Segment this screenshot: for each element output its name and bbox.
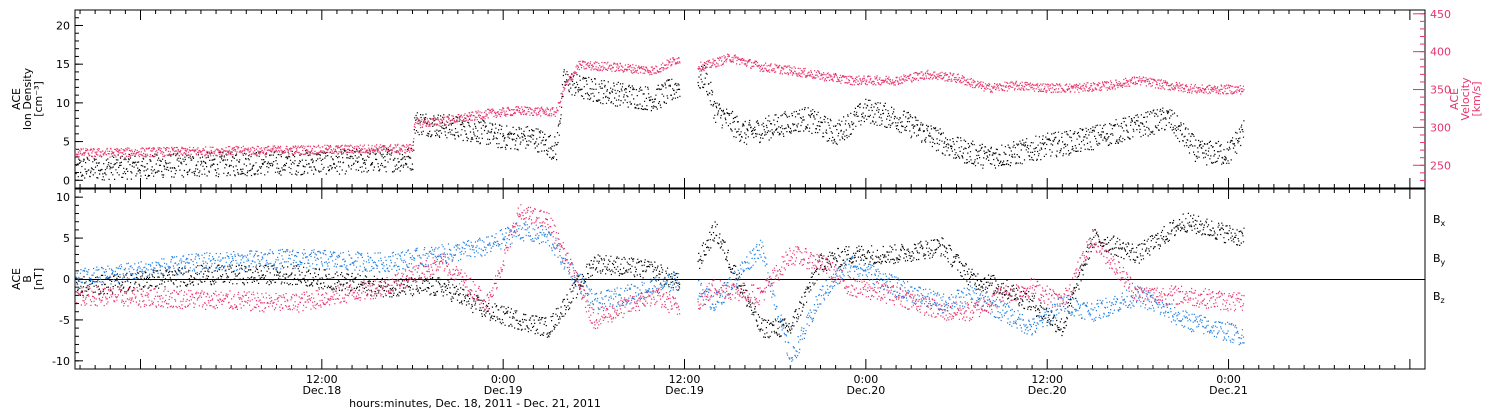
velocity-axis-tick-label: 350	[1430, 84, 1451, 97]
field-axis-tick-label: 0	[63, 273, 70, 286]
field-axis-tick-label: -10	[52, 355, 70, 368]
time-axis-label: hours:minutes, Dec. 18, 2011 - Dec. 21, …	[349, 397, 601, 410]
legend-bz: Bz	[1433, 290, 1445, 305]
x-tick-label: 0:00	[854, 373, 879, 386]
field-axis-tick-label: 10	[56, 191, 70, 204]
density-axis-tick-label: 15	[56, 58, 70, 71]
density-axis-tick-label: 10	[56, 97, 70, 110]
velocity-series	[75, 53, 1245, 158]
bottom-panel-series	[75, 204, 1245, 367]
x-tick-sublabel: Dec.21	[1209, 384, 1248, 397]
x-tick-sublabel: Dec.19	[665, 384, 704, 397]
x-tick-label: 12:00	[306, 373, 338, 386]
x-tick-labels: 12:00Dec.180:00Dec.1912:00Dec.190:00Dec.…	[302, 373, 1247, 397]
x-tick-label: 0:00	[491, 373, 516, 386]
bottom-left-axis: -10 -5 0 5 10	[52, 188, 83, 370]
x-tick-label: 12:00	[669, 373, 701, 386]
velocity-axis-tick-label: 450	[1430, 8, 1451, 21]
axis-title-line: ACE	[10, 268, 23, 290]
x-tick-label: 0:00	[1216, 373, 1241, 386]
x-tick-label: 12:00	[1031, 373, 1063, 386]
x-tick-sublabel: Dec.20	[1028, 384, 1067, 397]
field-component-legend: Bx By Bz	[1433, 213, 1446, 305]
x-tick-sublabel: Dec.20	[846, 384, 885, 397]
x-tick-sublabel: Dec.19	[484, 384, 523, 397]
top-left-axis-title: ACEIon Density[cm⁻³]	[10, 67, 45, 130]
axis-title-line: Ion Density	[21, 67, 34, 130]
velocity-axis-tick-label: 400	[1430, 46, 1451, 59]
density-axis-tick-label: 5	[63, 136, 70, 149]
axis-title-line: [cm⁻³]	[32, 81, 45, 117]
top-left-axis: 0 5 10 15 20	[56, 9, 83, 189]
bx-series	[75, 212, 1245, 339]
by-series	[75, 221, 1245, 367]
top-right-axis-title: ACEVelocity[km/s]	[1448, 77, 1483, 121]
density-axis-tick-label: 20	[56, 19, 70, 32]
top-right-axis: 250 300 350 400 450	[1413, 8, 1451, 181]
axis-title-line: ACE	[1448, 88, 1461, 110]
axis-title-line: ACE	[10, 88, 23, 110]
axis-title-line: Velocity	[1459, 77, 1472, 121]
bottom-left-axis-title: ACEB[nT]	[10, 268, 45, 290]
field-axis-tick-label: -5	[59, 314, 70, 327]
field-axis-tick-label: 5	[63, 232, 70, 245]
axis-title-line: B	[21, 275, 34, 283]
bz-series	[75, 204, 1245, 330]
top-panel-frame	[74, 9, 1426, 189]
velocity-axis-tick-label: 300	[1430, 121, 1451, 134]
top-panel-series	[75, 53, 1245, 181]
density-axis-tick-label: 0	[63, 174, 70, 187]
axis-title-line: [km/s]	[1470, 81, 1483, 116]
velocity-axis-tick-label: 250	[1430, 159, 1451, 172]
axis-title-line: [nT]	[32, 268, 45, 290]
legend-by: By	[1433, 252, 1446, 267]
legend-bx: Bx	[1433, 213, 1446, 228]
x-tick-sublabel: Dec.18	[302, 384, 341, 397]
ion-density-series	[75, 64, 1245, 181]
